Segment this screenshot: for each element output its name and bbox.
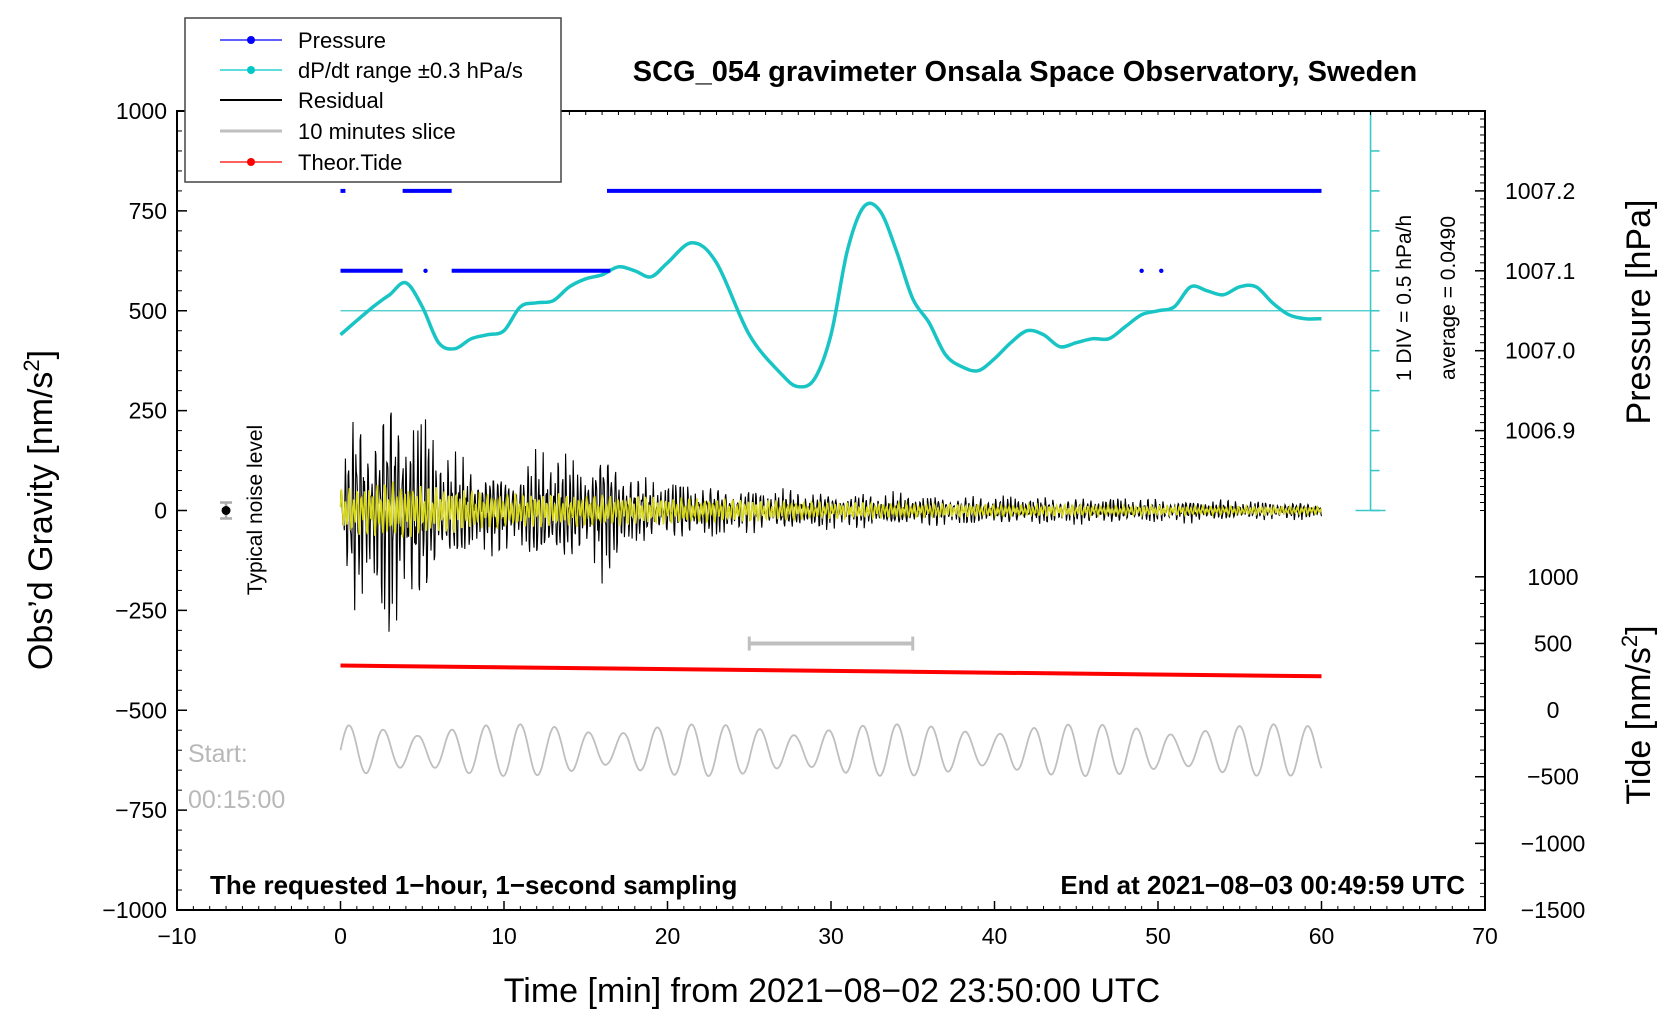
x-tick-label: 70 bbox=[1472, 923, 1498, 949]
x-axis-label: Time [min] from 2021−08−02 23:50:00 UTC bbox=[504, 972, 1160, 1010]
axes-layer: −10 0 10 20 30 40 50 60 70 1000 750 500 250 0 −250 −500… bbox=[102, 98, 1585, 949]
bottom-left-note: The requested 1−hour, 1−second sampling bbox=[210, 870, 737, 900]
tide-tick-label: 1000 bbox=[1527, 564, 1578, 590]
tide-axis-label-main: Tide [nm/s bbox=[1620, 647, 1658, 804]
x-tick-label: 10 bbox=[491, 923, 517, 949]
y-axis-label-main: Obs’d Gravity [nm/s bbox=[22, 372, 60, 671]
x-tick-label: 0 bbox=[334, 923, 347, 949]
average-label: average = 0.0490 bbox=[1437, 216, 1460, 380]
legend-label-pressure: Pressure bbox=[298, 28, 386, 53]
y-tick-label: −500 bbox=[115, 697, 167, 723]
slice-waveform-line bbox=[339, 723, 1323, 778]
tide-tick-label: −1500 bbox=[1521, 897, 1586, 923]
tide-axis-label: Tide [nm/s2] bbox=[1617, 625, 1658, 804]
tide-series-line bbox=[340, 663, 1322, 679]
pressure-tick-label: 1007.0 bbox=[1505, 338, 1575, 364]
legend-label-slice: 10 minutes slice bbox=[298, 119, 456, 144]
legend-marker-dpdt bbox=[247, 66, 255, 74]
tide-tick-label: −500 bbox=[1527, 764, 1579, 790]
pressure-dot-0 bbox=[423, 268, 428, 273]
y-tick-label: −250 bbox=[115, 597, 167, 623]
tide-tick-label: 0 bbox=[1547, 697, 1560, 723]
x-tick-label: 30 bbox=[818, 923, 844, 949]
legend-item-residual: Residual bbox=[220, 88, 384, 113]
div-label: 1 DIV = 0.5 hPa/h bbox=[1393, 215, 1416, 381]
x-tick-label: 40 bbox=[982, 923, 1008, 949]
filtered-series-line bbox=[339, 481, 1323, 538]
legend-label-residual: Residual bbox=[298, 88, 384, 113]
tide-axis-label-end: ] bbox=[1620, 625, 1658, 634]
start-label: Start: bbox=[188, 740, 248, 768]
legend-label-dpdt: dP/dt range ±0.3 hPa/s bbox=[298, 58, 523, 83]
y-axis-label-sup: 2 bbox=[19, 359, 44, 371]
legend-item-slice: 10 minutes slice bbox=[220, 119, 456, 144]
bottom-right-note: End at 2021−08−03 00:49:59 UTC bbox=[1060, 870, 1465, 900]
residual-series-line bbox=[339, 412, 1323, 632]
x-tick-label: −10 bbox=[157, 923, 196, 949]
legend: Pressure dP/dt range ±0.3 hPa/s Residual… bbox=[184, 17, 562, 183]
legend-label-tide: Theor.Tide bbox=[298, 150, 402, 175]
legend-marker-pressure bbox=[247, 36, 255, 44]
y-tick-label: −750 bbox=[115, 797, 167, 823]
y-tick-label: 750 bbox=[129, 198, 167, 224]
pressure-tick-label: 1006.9 bbox=[1505, 418, 1575, 444]
y-tick-label: 250 bbox=[129, 398, 167, 424]
dpdt-series-line bbox=[339, 201, 1322, 389]
pressure-axis-label: Pressure [hPa] bbox=[1620, 200, 1658, 425]
pressure-tick-label: 1007.2 bbox=[1505, 178, 1575, 204]
y-tick-label: 1000 bbox=[116, 98, 167, 124]
y-axis-label: Obs’d Gravity [nm/s2] bbox=[19, 350, 60, 670]
tide-tick-label: −1000 bbox=[1521, 830, 1586, 856]
data-layer bbox=[220, 110, 1386, 778]
chart-title: SCG_054 gravimeter Onsala Space Observat… bbox=[633, 56, 1417, 88]
legend-item-pressure: Pressure bbox=[220, 28, 386, 53]
legend-marker-tide bbox=[247, 158, 255, 166]
pressure-dot-1 bbox=[1139, 268, 1144, 273]
x-tick-label: 20 bbox=[655, 923, 681, 949]
x-tick-label: 60 bbox=[1309, 923, 1335, 949]
noise-marker-point bbox=[221, 506, 231, 515]
y-tick-label: 500 bbox=[129, 298, 167, 324]
tide-tick-label: 500 bbox=[1534, 630, 1572, 656]
y-axis-label-end: ] bbox=[22, 350, 60, 359]
noise-label: Typical noise level bbox=[244, 425, 267, 595]
tide-axis-label-sup: 2 bbox=[1617, 635, 1642, 647]
start-time: 00:15:00 bbox=[188, 786, 285, 814]
y-tick-label: −1000 bbox=[102, 897, 167, 923]
legend-item-dpdt: dP/dt range ±0.3 hPa/s bbox=[220, 58, 523, 83]
legend-item-tide: Theor.Tide bbox=[220, 150, 402, 175]
pressure-dot-2 bbox=[1159, 268, 1164, 273]
y-tick-label: 0 bbox=[154, 498, 167, 524]
x-tick-label: 50 bbox=[1145, 923, 1171, 949]
pressure-tick-label: 1007.1 bbox=[1505, 258, 1575, 284]
